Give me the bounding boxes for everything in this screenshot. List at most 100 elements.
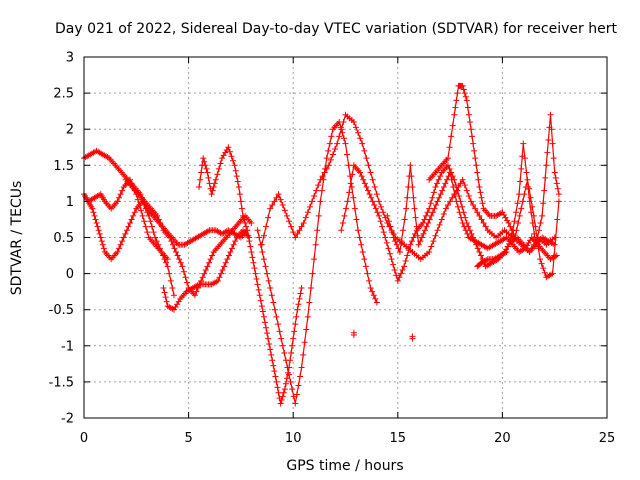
data-point xyxy=(209,187,216,194)
data-point xyxy=(453,198,460,205)
grid xyxy=(84,57,607,418)
data-point xyxy=(158,223,165,230)
data-point xyxy=(503,248,510,255)
y-tick-label: 3 xyxy=(66,51,74,66)
data-point xyxy=(437,191,444,198)
data-point xyxy=(200,155,207,162)
data-point xyxy=(284,364,291,371)
data-point xyxy=(426,205,433,212)
data-point xyxy=(241,216,248,223)
data-point xyxy=(479,200,486,207)
data-point xyxy=(442,180,449,187)
data-point xyxy=(230,157,237,164)
data-point xyxy=(445,173,452,180)
data-point xyxy=(321,169,328,176)
data-point xyxy=(256,234,263,241)
data-point xyxy=(254,227,261,234)
data-point xyxy=(407,241,414,248)
data-point xyxy=(396,274,403,281)
data-point xyxy=(311,192,318,199)
data-point xyxy=(304,313,311,320)
data-point xyxy=(262,263,269,270)
data-point xyxy=(244,227,251,234)
data-point xyxy=(432,183,439,190)
data-point xyxy=(282,357,289,364)
data-point xyxy=(180,268,187,275)
data-point xyxy=(349,171,356,178)
data-point xyxy=(134,196,141,203)
data-point xyxy=(267,285,274,292)
data-point xyxy=(314,227,321,234)
data-point xyxy=(359,140,366,147)
data-point xyxy=(468,198,475,205)
data-point xyxy=(296,295,303,302)
data-point xyxy=(319,173,326,180)
data-point xyxy=(373,191,380,198)
data-point xyxy=(193,288,200,295)
data-point xyxy=(424,209,431,216)
data-point xyxy=(270,299,277,306)
data-point xyxy=(446,144,453,151)
data-point xyxy=(341,212,348,219)
data-point xyxy=(100,245,107,252)
data-point xyxy=(206,180,213,187)
data-point xyxy=(272,373,279,380)
data-point xyxy=(300,351,307,358)
data-point xyxy=(265,335,272,342)
data-point xyxy=(286,218,293,225)
data-point xyxy=(166,234,173,241)
data-point xyxy=(265,214,272,221)
series-group xyxy=(81,82,562,407)
data-point xyxy=(392,238,399,245)
data-point xyxy=(215,165,222,172)
data-point xyxy=(471,147,478,154)
data-point xyxy=(519,198,526,205)
data-point xyxy=(288,223,295,230)
data-point xyxy=(346,189,353,196)
data-point xyxy=(430,189,437,196)
data-point xyxy=(364,187,371,194)
data-point xyxy=(534,234,541,241)
data-point xyxy=(383,239,390,246)
data-point xyxy=(435,176,442,183)
data-point xyxy=(91,212,98,219)
data-point xyxy=(306,299,313,306)
x-tick-label: 15 xyxy=(390,431,407,446)
data-point xyxy=(199,274,206,281)
data-point xyxy=(130,212,137,219)
data-point xyxy=(164,263,171,270)
data-point xyxy=(329,151,336,158)
data-point xyxy=(464,230,471,237)
data-point xyxy=(281,350,288,357)
data-point xyxy=(457,180,464,187)
data-point xyxy=(515,220,522,227)
data-point xyxy=(407,162,414,169)
data-point xyxy=(278,335,285,342)
data-point xyxy=(402,257,409,264)
data-point xyxy=(417,238,424,245)
data-point xyxy=(169,241,176,248)
data-point xyxy=(544,149,551,156)
data-point xyxy=(243,223,250,230)
data-point xyxy=(554,185,561,192)
data-point xyxy=(404,252,411,259)
data-point xyxy=(470,140,477,147)
data-point xyxy=(408,173,415,180)
data-point xyxy=(509,227,516,234)
data-point xyxy=(440,211,447,218)
series-trace-d xyxy=(122,176,255,299)
data-point xyxy=(328,133,335,140)
data-point xyxy=(288,350,295,357)
data-point xyxy=(553,180,560,187)
data-point xyxy=(323,155,330,162)
data-point xyxy=(451,191,458,198)
data-point xyxy=(502,214,509,221)
series-line xyxy=(257,120,378,404)
data-point xyxy=(148,223,155,230)
data-point xyxy=(482,223,489,230)
data-point xyxy=(365,162,372,169)
data-point xyxy=(222,149,229,156)
data-point xyxy=(415,241,422,248)
data-point xyxy=(454,90,461,97)
data-point xyxy=(445,155,452,162)
